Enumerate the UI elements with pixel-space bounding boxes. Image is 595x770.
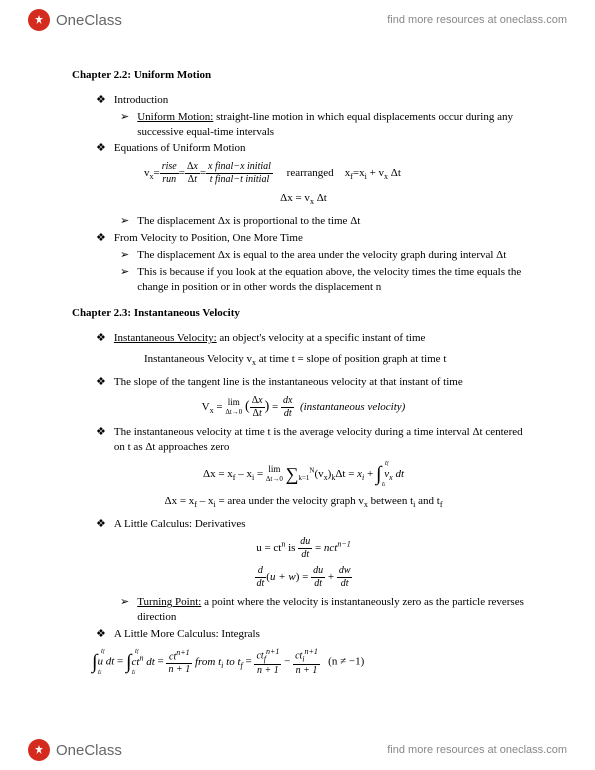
chapter-22-title: Chapter 2.2: Uniform Motion (72, 68, 535, 83)
eq-part: Δt (314, 192, 327, 204)
list-item: ❖ Instantaneous Velocity: an object's ve… (96, 331, 535, 346)
list-item: ➢ This is because if you look at the equ… (120, 265, 535, 295)
rearranged-label: rearranged (287, 167, 334, 179)
arrow-icon: ➢ (120, 265, 129, 295)
diamond-icon: ❖ (96, 331, 106, 346)
list-item: ❖ A Little Calculus: Derivatives (96, 517, 535, 532)
diamond-icon: ❖ (96, 93, 106, 108)
arrow-icon: ➢ (120, 214, 129, 229)
integral-equation: ∫titfu dt = ∫titfctn dt = ctn+1n + 1 fro… (92, 648, 535, 676)
eq-part: = area under the velocity graph v (216, 495, 364, 507)
arrow-icon: ➢ (120, 595, 129, 625)
brand-name: OneClass (56, 742, 122, 759)
list-item: ➢ Uniform Motion: straight-line motion i… (120, 110, 535, 140)
tangent-text: The slope of the tangent line is the ins… (114, 375, 535, 390)
velocity-equation: vx=riserun=ΔxΔt=x final−x initialt final… (144, 162, 535, 185)
uniform-motion-def: Uniform Motion: straight-line motion in … (137, 110, 535, 140)
inst-vel-line: Instantaneous Velocity vx at time t = sl… (144, 352, 535, 369)
derivative-power-rule: u = ctn is dudt = nctn−1 (72, 537, 535, 560)
area-equation: Δx = xf – xi = area under the velocity g… (72, 494, 535, 511)
list-item: ❖ The instantaneous velocity at time t i… (96, 425, 535, 455)
line-part: Instantaneous Velocity v (144, 353, 252, 365)
diamond-icon: ❖ (96, 141, 106, 156)
dx-equation: Δx = vx Δt (72, 191, 535, 208)
footer: OneClass find more resources at oneclass… (0, 730, 595, 770)
eq-part: and t (415, 495, 439, 507)
list-item: ❖ Introduction (96, 93, 535, 108)
eq-part: between t (368, 495, 413, 507)
brand-logo: OneClass (28, 9, 122, 31)
explanation-text: This is because if you look at the equat… (137, 265, 535, 295)
velocity-position-heading: From Velocity to Position, One More Time (114, 231, 535, 246)
limit-equation-1: Vx = limΔt→0 (ΔxΔt) = dxdt (instantaneou… (72, 396, 535, 419)
page-content: Chapter 2.2: Uniform Motion ❖ Introducti… (72, 68, 535, 682)
diamond-icon: ❖ (96, 231, 106, 246)
eq-part: Δx = v (280, 192, 310, 204)
list-item: ➢ The displacement Δx is equal to the ar… (120, 248, 535, 263)
arrow-icon: ➢ (120, 248, 129, 263)
def-label: Turning Point: (137, 596, 201, 608)
line-part: at time t = slope of position graph at t… (256, 353, 446, 365)
header: OneClass find more resources at oneclass… (0, 0, 595, 40)
condition: (n ≠ −1) (328, 656, 364, 668)
list-item: ❖ The slope of the tangent line is the i… (96, 375, 535, 390)
eq-label: (instantaneous velocity) (300, 401, 405, 413)
list-item: ➢ Turning Point: a point where the veloc… (120, 595, 535, 625)
diamond-icon: ❖ (96, 627, 106, 642)
chapter-23-title: Chapter 2.3: Instantaneous Velocity (72, 306, 535, 321)
eq-part: Δx = x (165, 495, 195, 507)
integrals-heading: A Little More Calculus: Integrals (114, 627, 535, 642)
def-text: an object's velocity at a specific insta… (217, 332, 426, 344)
brand-name: OneClass (56, 12, 122, 29)
list-item: ❖ A Little More Calculus: Integrals (96, 627, 535, 642)
arrow-icon: ➢ (120, 110, 129, 140)
diamond-icon: ❖ (96, 375, 106, 390)
leaf-icon (28, 739, 50, 761)
leaf-icon (28, 9, 50, 31)
diamond-icon: ❖ (96, 425, 106, 455)
from-label: from t (195, 656, 221, 668)
avg-vel-text: The instantaneous velocity at time t is … (114, 425, 535, 455)
header-tagline: find more resources at oneclass.com (387, 14, 567, 26)
list-item: ❖ Equations of Uniform Motion (96, 141, 535, 156)
derivative-sum-rule: ddt(u + w) = dudt + dwdt (72, 566, 535, 589)
inst-vel-def: Instantaneous Velocity: an object's velo… (114, 331, 535, 346)
list-item: ❖ From Velocity to Position, One More Ti… (96, 231, 535, 246)
def-label: Instantaneous Velocity: (114, 332, 217, 344)
turning-point: Turning Point: a point where the velocit… (137, 595, 535, 625)
diamond-icon: ❖ (96, 517, 106, 532)
intro-heading: Introduction (114, 93, 535, 108)
brand-logo: OneClass (28, 739, 122, 761)
eq-part: – x (197, 495, 214, 507)
proportional-text: The displacement Δx is proportional to t… (137, 214, 535, 229)
sum-equation: Δx = xf – xi = limΔt→0 ∑k=1N(vx)kΔt = xi… (72, 461, 535, 488)
area-under-text: The displacement Δx is equal to the area… (137, 248, 535, 263)
equations-heading: Equations of Uniform Motion (114, 141, 535, 156)
def-label: Uniform Motion: (137, 111, 213, 123)
list-item: ➢ The displacement Δx is proportional to… (120, 214, 535, 229)
footer-tagline: find more resources at oneclass.com (387, 744, 567, 756)
derivatives-heading: A Little Calculus: Derivatives (114, 517, 535, 532)
